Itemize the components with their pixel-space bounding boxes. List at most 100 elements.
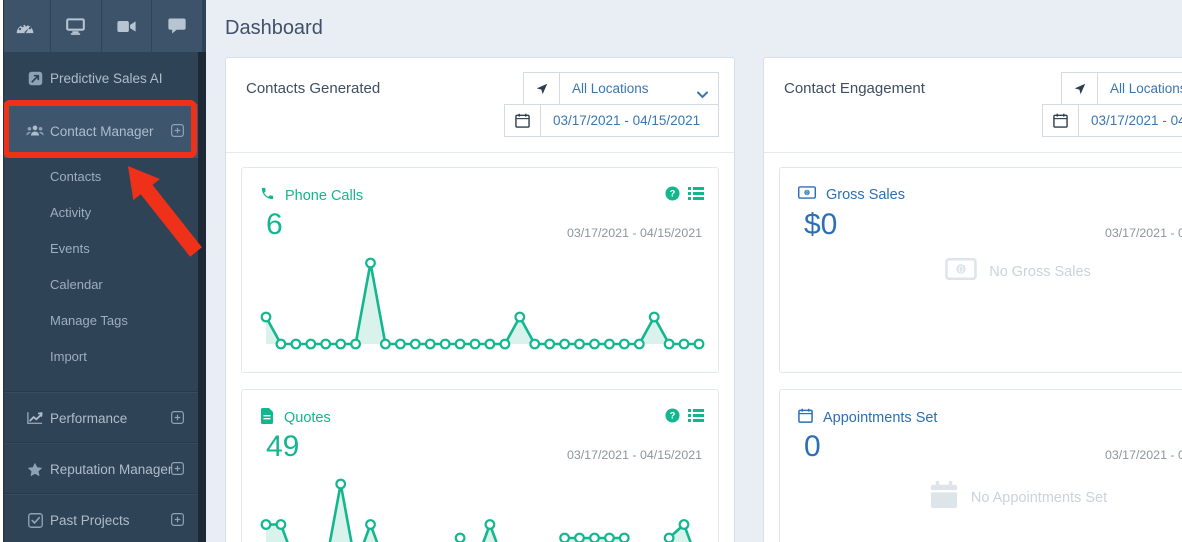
sidebar-item-label: Contact Manager (50, 123, 154, 139)
date-range-picker[interactable]: 03/17/2021 - 04/15/2021 (1042, 104, 1182, 137)
svg-text:0: 0 (959, 263, 964, 274)
expand-plus-icon[interactable] (171, 513, 184, 531)
card-title-row: 0 Gross Sales (798, 186, 905, 203)
card-phone-calls: Phone Calls ? 6 03/17/2021 - 04/15/2021 (241, 167, 719, 373)
date-range-value: 03/17/2021 - 04/15/2021 (1091, 113, 1182, 128)
chart-line-icon (26, 411, 44, 425)
empty-state: 0 No Gross Sales (780, 258, 1182, 285)
card-gross-sales: 0 Gross Sales $0 03/17/2021 - 04/15/2021… (779, 167, 1182, 373)
help-icon[interactable]: ? (665, 186, 680, 206)
metric-value: $0 (804, 208, 838, 241)
panel-contacts-generated: Contacts Generated All Locations (225, 57, 735, 542)
gauge-icon[interactable] (0, 0, 51, 52)
screenshot-left-border-line (3, 0, 4, 542)
star-icon (26, 462, 44, 477)
sidebar: Predictive Sales AI Contact Manager (0, 0, 206, 542)
card-title: Quotes (284, 410, 331, 426)
sidebar-subitem-manage-tags[interactable]: Manage Tags (50, 312, 128, 328)
date-range-picker[interactable]: 03/17/2021 - 04/15/2021 (504, 104, 719, 137)
card-title-row: Appointments Set (798, 408, 937, 427)
users-icon (26, 124, 44, 138)
metric-date-range: 03/17/2021 - 04/15/2021 (566, 226, 702, 240)
quotes-chart (260, 478, 692, 542)
metric-value: 0 (804, 430, 821, 463)
sidebar-item-reputation-manager[interactable]: Reputation Manager (0, 443, 198, 494)
panel-header: Contact Engagement All Locations (764, 58, 1182, 153)
card-title: Gross Sales (826, 186, 905, 203)
metric-value: 6 (266, 208, 283, 241)
page-title: Dashboard (225, 17, 323, 39)
expand-plus-icon[interactable] (171, 462, 184, 480)
card-appointments-set: Appointments Set 0 03/17/2021 - 04/15/20… (779, 389, 1182, 542)
metric-date-range: 03/17/2021 - 04/15/2021 (1104, 226, 1182, 240)
metric-value: 49 (266, 430, 300, 463)
sidebar-top-iconbar (0, 0, 202, 52)
metric-date-range: 03/17/2021 - 04/15/2021 (566, 448, 702, 462)
panel-header: Contacts Generated All Locations (226, 58, 734, 153)
phone-icon (260, 186, 275, 205)
money-bill-icon: 0 (798, 186, 816, 203)
document-icon (260, 408, 274, 428)
card-quotes: Quotes ? 49 03/17/2021 - 04/15/2021 (241, 389, 719, 542)
card-actions: ? (665, 408, 704, 428)
location-filter-select[interactable]: All Locations (523, 72, 719, 105)
svg-text:?: ? (670, 411, 676, 421)
sidebar-item-label: Reputation Manager (50, 461, 173, 477)
check-square-icon (26, 512, 44, 528)
sidebar-item-past-projects[interactable]: Past Projects (0, 494, 198, 542)
sidebar-item-label: Past Projects (50, 512, 130, 528)
empty-state: No Appointments Set (780, 480, 1182, 515)
trend-square-icon (26, 71, 44, 86)
sidebar-item-label: Performance (50, 410, 128, 426)
sidebar-item-contact-manager[interactable]: Contact Manager (0, 104, 198, 158)
expand-plus-icon[interactable] (171, 411, 184, 429)
metric-date-range: 03/17/2021 - 04/15/2021 (1104, 448, 1182, 462)
calendar-icon (505, 105, 541, 136)
card-title-row: Quotes (260, 408, 331, 428)
sidebar-subitem-import[interactable]: Import (50, 348, 87, 364)
expand-plus-icon[interactable] (171, 124, 184, 142)
calendar-icon (1043, 105, 1079, 136)
location-filter-value: All Locations (1110, 81, 1182, 96)
calendar-icon (798, 408, 813, 427)
chat-bubble-icon[interactable] (152, 0, 202, 52)
card-actions: ? (665, 186, 704, 206)
panel-title: Contacts Generated (246, 80, 381, 97)
list-icon[interactable] (688, 409, 704, 427)
video-camera-icon[interactable] (102, 0, 153, 52)
location-arrow-icon (524, 73, 560, 104)
monitor-icon[interactable] (51, 0, 102, 52)
date-range-value: 03/17/2021 - 04/15/2021 (553, 113, 701, 128)
sidebar-menu: Predictive Sales AI Contact Manager (0, 52, 198, 542)
sidebar-subitem-contacts[interactable]: Contacts (50, 168, 102, 184)
sidebar-subitem-calendar[interactable]: Calendar (50, 276, 103, 292)
chevron-down-icon (697, 86, 708, 104)
phone-calls-chart (260, 257, 705, 350)
empty-state-text: No Gross Sales (989, 263, 1091, 280)
card-title: Phone Calls (285, 187, 364, 204)
svg-text:0: 0 (806, 190, 809, 196)
sidebar-lower-group: Performance Reputation Manager (0, 392, 198, 542)
list-icon[interactable] (688, 187, 704, 205)
sidebar-item-label: Predictive Sales AI (50, 70, 163, 86)
location-filter-select[interactable]: All Locations (1061, 72, 1182, 105)
help-icon[interactable]: ? (665, 408, 680, 428)
location-arrow-icon (1062, 73, 1098, 104)
screenshot-left-border (0, 0, 3, 542)
money-bill-empty-icon: 0 (945, 258, 977, 285)
sidebar-item-predictive-sales-ai[interactable]: Predictive Sales AI (0, 52, 198, 104)
sidebar-item-performance[interactable]: Performance (0, 392, 198, 443)
panel-title: Contact Engagement (784, 80, 925, 97)
location-filter-value: All Locations (572, 81, 649, 96)
sidebar-subitem-activity[interactable]: Activity (50, 204, 92, 220)
empty-state-text: No Appointments Set (970, 489, 1108, 506)
calendar-empty-icon (929, 480, 959, 515)
sidebar-shadow-strip (198, 52, 206, 542)
contact-manager-submenu: Contacts Activity Events Calendar Manage… (0, 158, 198, 374)
card-title: Appointments Set (823, 409, 938, 426)
card-title-row: Phone Calls (260, 186, 363, 205)
panel-contact-engagement: Contact Engagement All Locations (763, 57, 1182, 542)
svg-text:?: ? (670, 189, 676, 199)
sidebar-subitem-events[interactable]: Events (50, 240, 90, 256)
